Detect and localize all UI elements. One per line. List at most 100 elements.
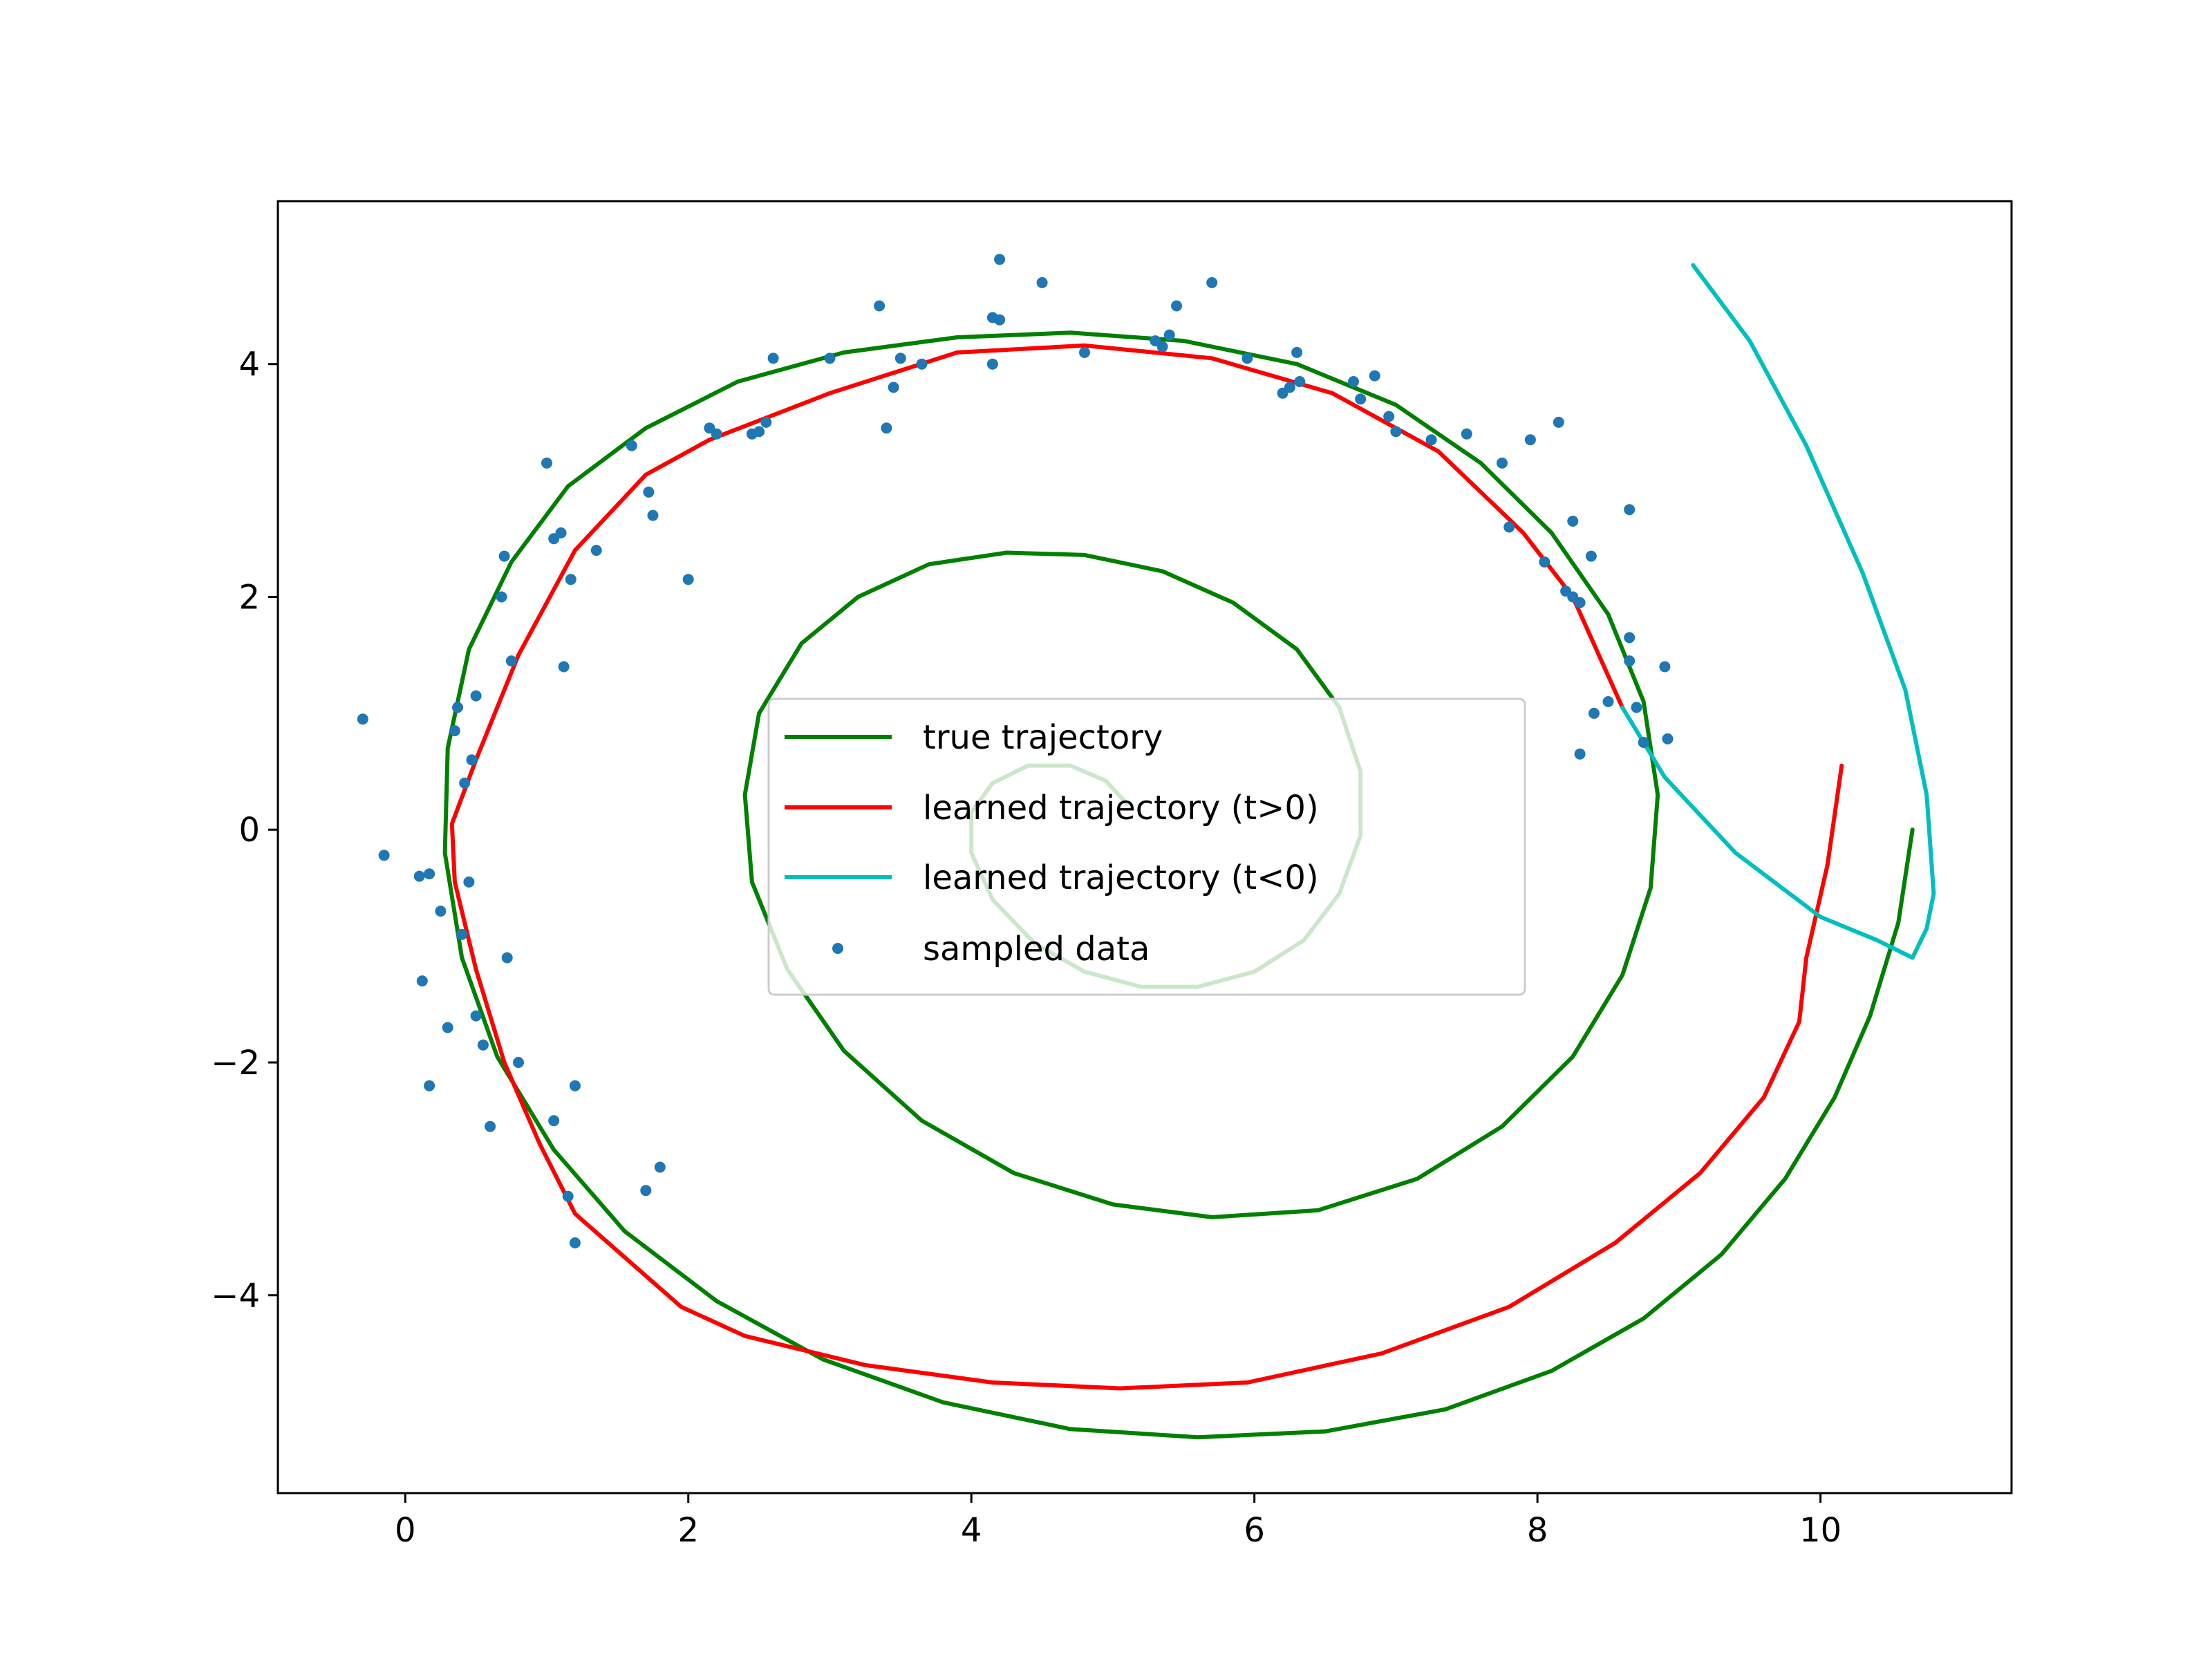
data-point xyxy=(881,422,892,434)
data-point xyxy=(470,1010,482,1022)
data-point xyxy=(753,426,765,438)
data-point xyxy=(1425,434,1437,446)
data-point xyxy=(1624,504,1635,516)
data-point xyxy=(442,1022,453,1033)
data-point xyxy=(555,527,567,538)
data-point xyxy=(1588,707,1600,719)
data-point xyxy=(449,725,460,737)
legend-label-true-trajectory: true trajectory xyxy=(923,718,1163,757)
y-tick-label: −2 xyxy=(211,1044,260,1082)
data-point xyxy=(916,358,928,370)
series-sampled-data xyxy=(357,254,1674,1248)
data-point xyxy=(1079,346,1090,358)
data-point xyxy=(1390,426,1402,438)
data-point xyxy=(874,300,885,312)
data-point xyxy=(424,1080,435,1091)
data-point xyxy=(1574,597,1586,608)
data-point xyxy=(565,574,577,585)
data-point xyxy=(548,1115,560,1127)
data-point xyxy=(496,591,507,603)
data-point xyxy=(1539,556,1550,568)
legend-label-sampled-data: sampled data xyxy=(923,930,1150,968)
data-point xyxy=(640,1185,652,1197)
data-point xyxy=(767,353,779,364)
data-point xyxy=(470,690,482,702)
data-point xyxy=(590,545,602,556)
data-point xyxy=(1567,516,1579,527)
data-point xyxy=(1638,737,1649,748)
y-tick-label: 4 xyxy=(238,346,260,384)
data-point xyxy=(477,1039,489,1051)
data-point xyxy=(1461,428,1472,440)
data-point xyxy=(1659,661,1671,673)
legend-label-learned-t-neg: learned trajectory (t<0) xyxy=(923,859,1319,897)
data-point xyxy=(1241,353,1253,364)
data-point xyxy=(1294,376,1306,387)
data-point xyxy=(994,254,1006,265)
legend: true trajectory learned trajectory (t>0)… xyxy=(767,697,1526,996)
data-point xyxy=(1503,521,1515,533)
data-point xyxy=(1348,376,1359,387)
plot-frame xyxy=(276,200,2013,1494)
data-point xyxy=(824,353,836,364)
data-point xyxy=(994,314,1006,326)
data-point xyxy=(357,713,368,725)
data-point xyxy=(1497,457,1508,469)
y-tick-label: 0 xyxy=(238,811,260,850)
data-point xyxy=(626,440,637,451)
series-line-2 xyxy=(1620,263,1936,960)
data-point xyxy=(463,877,475,888)
data-point xyxy=(466,754,478,766)
data-point xyxy=(1156,341,1168,353)
y-axis: −4 −2 0 2 4 xyxy=(211,346,278,1315)
y-tick-label: −4 xyxy=(211,1277,260,1315)
data-point xyxy=(413,870,425,882)
data-point xyxy=(558,661,570,673)
data-point xyxy=(378,850,390,861)
data-point xyxy=(452,702,463,713)
x-tick-label: 10 xyxy=(1799,1511,1841,1550)
data-point xyxy=(416,975,428,987)
data-point xyxy=(456,928,468,940)
data-point xyxy=(1163,329,1175,341)
data-point xyxy=(1585,550,1597,562)
data-point xyxy=(1291,346,1303,358)
x-tick-label: 8 xyxy=(1527,1511,1548,1550)
data-point xyxy=(562,1190,574,1202)
data-point xyxy=(1036,276,1048,288)
y-tick-label: 2 xyxy=(238,578,260,617)
data-point xyxy=(513,1057,524,1068)
data-point xyxy=(643,486,655,498)
x-tick-label: 0 xyxy=(395,1511,416,1550)
data-point xyxy=(888,382,899,393)
legend-swatch-sampled-data xyxy=(832,943,843,954)
data-point xyxy=(541,457,552,469)
data-point xyxy=(1624,655,1635,667)
data-point xyxy=(1355,393,1367,405)
data-point xyxy=(986,358,998,370)
data-point xyxy=(682,574,694,585)
data-point xyxy=(424,868,435,880)
x-axis: 0 2 4 6 8 10 xyxy=(395,1493,1841,1550)
data-point xyxy=(654,1161,666,1173)
data-point xyxy=(1284,382,1295,393)
data-point xyxy=(1624,632,1635,644)
data-point xyxy=(1602,696,1614,707)
data-point xyxy=(569,1237,581,1248)
data-point xyxy=(1524,434,1536,446)
data-point xyxy=(485,1121,496,1132)
legend-label-learned-t-pos: learned trajectory (t>0) xyxy=(923,789,1319,827)
data-point xyxy=(1171,300,1183,312)
data-point xyxy=(501,952,513,964)
data-point xyxy=(435,906,447,917)
data-point xyxy=(894,353,906,364)
data-point xyxy=(1383,411,1395,422)
data-point xyxy=(1553,416,1564,428)
x-tick-label: 2 xyxy=(677,1511,699,1550)
data-point xyxy=(569,1080,581,1091)
data-point xyxy=(1662,733,1674,744)
data-point xyxy=(1631,702,1642,713)
data-point xyxy=(1369,370,1380,382)
legend-box xyxy=(767,697,1526,996)
